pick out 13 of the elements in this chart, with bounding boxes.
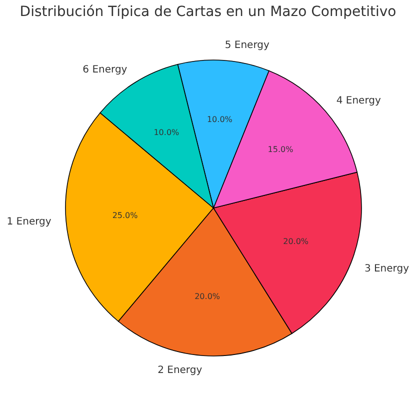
data-label: 20.0% — [283, 236, 309, 246]
slice-label: 5 Energy — [224, 40, 270, 52]
slice-label: 6 Energy — [82, 64, 128, 76]
slice-label: 3 Energy — [364, 263, 410, 274]
data-label: 20.0% — [194, 292, 220, 302]
data-label: 10.0% — [206, 114, 233, 124]
data-label: 10.0% — [154, 128, 180, 138]
data-label: 25.0% — [112, 211, 138, 220]
data-label: 15.0% — [268, 145, 294, 154]
slice-label: 1 Energy — [6, 216, 52, 228]
slice-label: 4 Energy — [336, 96, 381, 107]
slice-label: 2 Energy — [158, 364, 202, 376]
chart-title: Distribución Típica de Cartas en un Mazo Competitivo — [18, 3, 398, 21]
